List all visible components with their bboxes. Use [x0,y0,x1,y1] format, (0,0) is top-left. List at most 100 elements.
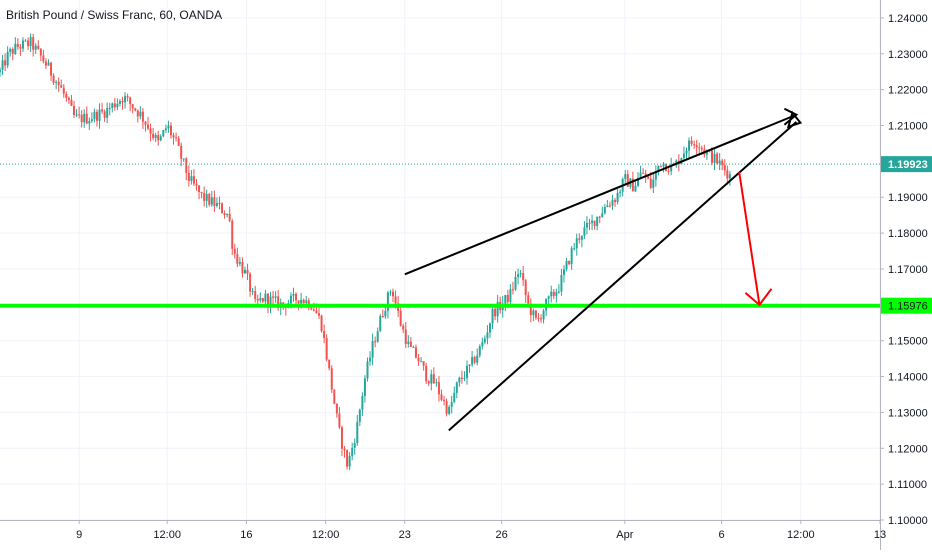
candle-body-down [67,97,70,100]
candle-body-up [705,151,708,155]
candle-body-up [652,179,655,188]
y-tick-label: 1.14000 [888,372,928,384]
forecast-arrow-shaft[interactable] [738,171,761,305]
candle-body-down [246,270,249,274]
candle-body-up [542,310,545,320]
y-tick-label: 1.15000 [888,336,928,348]
candle-body-down [203,193,206,201]
candle-body-up [486,332,489,339]
candle-body-down [394,296,397,304]
candle-body-up [83,113,86,123]
candle-body-down [312,309,315,311]
candle-body-up [238,262,241,264]
candle-body-down [134,108,137,111]
candle-body-down [506,294,509,302]
candle-body-down [78,114,81,116]
candle-body-down [103,111,106,118]
candle-body-down [4,60,7,66]
candle-body-down [614,200,617,203]
candle-body-down [310,308,313,310]
candle-body-up [555,292,558,296]
drawings [0,107,880,432]
candle-body-up [634,185,637,192]
candle-body-up [519,273,522,275]
candle-body-up [226,213,229,215]
candle-body-up [550,291,553,297]
candle-body-up [619,191,622,193]
candle-body-down [440,394,443,400]
candle-body-down [185,158,188,173]
x-tick-label: 12:00 [153,529,181,541]
candle-body-up [353,443,356,448]
candle-body-up [351,447,354,457]
candle-body-down [522,273,525,281]
candle-body-up [139,111,142,117]
candle-body-up [182,158,185,160]
candle-body-down [141,111,144,122]
candle-body-up [601,213,604,217]
candle-body-down [261,298,264,302]
candle-body-down [95,111,98,121]
candle-body-down [195,183,198,186]
candle-body-down [417,357,420,362]
candle-body-up [517,274,520,277]
candle-body-down [445,401,448,414]
candle-body-up [562,269,565,275]
candle-body-up [363,378,366,397]
candle-body-up [162,130,165,137]
candle-body-down [101,109,104,112]
candle-body-up [637,178,639,186]
candle-body-down [333,389,336,404]
candle-body-up [682,153,685,159]
candle-body-down [136,110,139,117]
candle-body-up [532,310,535,316]
candle-body-up [654,171,657,180]
candle-body-up [93,111,96,120]
candle-body-up [9,48,12,53]
candle-body-down [256,298,259,301]
candle-body-up [384,310,387,317]
candle-body-down [65,93,68,98]
candle-body-up [34,45,37,50]
candle-body-up [371,341,374,358]
candle-body-down [460,377,463,379]
last-price-label: 1.19923 [888,159,928,171]
candle-body-up [596,216,599,226]
trendline[interactable] [448,121,798,432]
candle-body-up [47,62,50,66]
trendline[interactable] [404,113,797,276]
candle-body-down [62,87,65,94]
candle-body-up [386,292,389,311]
x-tick-label: 23 [399,529,411,541]
chart-title: British Pound / Swiss Franc, 60, OANDA [6,8,223,22]
candle-body-down [37,45,40,49]
candle-body-up [369,357,372,362]
candle-body-down [422,361,425,366]
candle-body-up [90,119,93,122]
candle-body-down [432,374,435,384]
y-tick-label: 1.19000 [888,192,928,204]
candle-body-up [483,338,486,343]
candle-body-up [435,382,438,384]
x-tick-label: 12:00 [312,529,340,541]
candle-body-up [215,203,218,206]
candle-body-down [152,133,155,138]
candle-body-up [448,406,451,414]
candle-body-up [305,300,308,304]
candle-body-up [560,274,563,292]
candle-body-up [670,164,673,172]
candle-body-down [642,172,645,174]
candle-body-down [409,341,412,347]
candle-body-down [323,331,326,339]
candle-body-down [412,346,415,348]
candle-body-down [723,165,726,171]
candle-body-up [471,357,474,365]
candle-body-up [159,136,162,141]
y-tick-label: 1.18000 [888,228,928,240]
candle-body-up [557,291,560,293]
candle-body-down [427,381,430,384]
candle-body-up [478,346,481,356]
candle-body-down [277,296,280,309]
candle-body-up [476,355,479,363]
candle-body-up [688,140,691,151]
